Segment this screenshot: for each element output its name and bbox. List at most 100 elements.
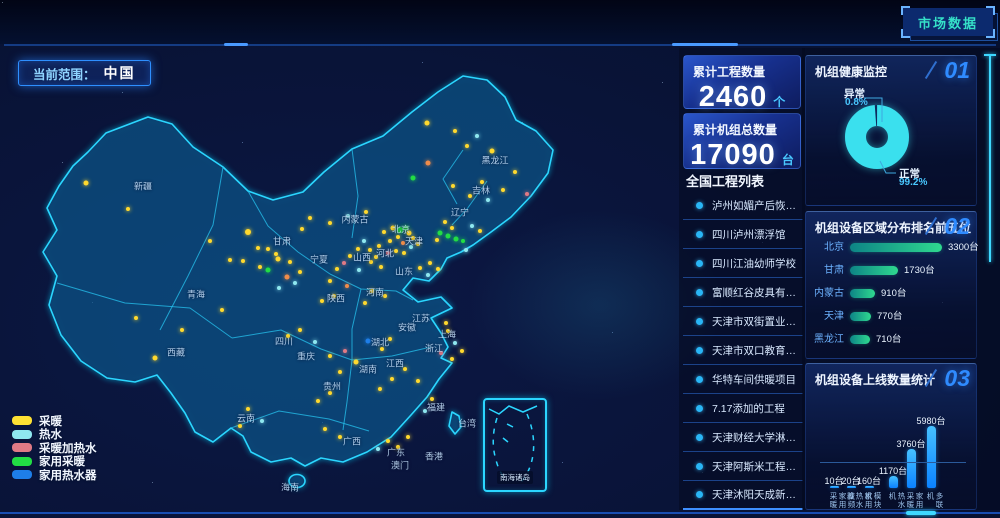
map-point[interactable] bbox=[426, 273, 430, 277]
online-bar[interactable] bbox=[906, 449, 916, 488]
project-list-item[interactable]: 天津市双口教育矫治所空气... bbox=[683, 336, 803, 365]
map-point[interactable] bbox=[298, 328, 302, 332]
map-point[interactable] bbox=[501, 188, 505, 192]
map-point[interactable] bbox=[220, 308, 224, 312]
map-point[interactable] bbox=[486, 198, 490, 202]
map-point[interactable] bbox=[364, 210, 368, 214]
map-point[interactable] bbox=[377, 244, 381, 248]
map-point[interactable] bbox=[363, 301, 367, 305]
online-bar[interactable] bbox=[829, 486, 839, 488]
map-point[interactable] bbox=[265, 267, 271, 273]
map-point[interactable] bbox=[388, 337, 392, 341]
map-point[interactable] bbox=[525, 192, 529, 196]
map-point[interactable] bbox=[362, 239, 366, 243]
map-point[interactable] bbox=[328, 391, 332, 395]
map-point[interactable] bbox=[470, 224, 474, 228]
map-point[interactable] bbox=[451, 184, 455, 188]
map-point[interactable] bbox=[424, 120, 430, 126]
map-point[interactable] bbox=[256, 246, 260, 250]
region-bar[interactable] bbox=[850, 335, 870, 344]
project-list-item[interactable]: 四川江油幼师学校 bbox=[683, 249, 803, 278]
map-point[interactable] bbox=[409, 245, 413, 249]
map-point[interactable] bbox=[369, 260, 373, 264]
map-point[interactable] bbox=[390, 377, 394, 381]
map-point[interactable] bbox=[353, 359, 359, 365]
map-point[interactable] bbox=[461, 239, 465, 243]
map-point[interactable] bbox=[397, 227, 403, 233]
map-point[interactable] bbox=[343, 349, 347, 353]
map-point[interactable] bbox=[450, 226, 454, 230]
map-point[interactable] bbox=[425, 160, 431, 166]
map-point[interactable] bbox=[445, 233, 451, 239]
map-point[interactable] bbox=[338, 370, 342, 374]
map-point[interactable] bbox=[430, 397, 434, 401]
project-list-item[interactable]: 天津财经大学淋浴项目 bbox=[683, 423, 803, 452]
map-point[interactable] bbox=[323, 427, 327, 431]
map-point[interactable] bbox=[423, 409, 427, 413]
map-point[interactable] bbox=[464, 248, 468, 252]
online-bar[interactable] bbox=[846, 486, 856, 488]
project-list-item[interactable]: 四川泸州漂浮馆 bbox=[683, 220, 803, 249]
map-point[interactable] bbox=[277, 286, 281, 290]
horizontal-scrollbar-thumb[interactable] bbox=[906, 511, 936, 515]
map-point[interactable] bbox=[480, 180, 484, 184]
online-bar[interactable] bbox=[926, 426, 936, 488]
project-list-item[interactable]: 天津市双街置业项目 bbox=[683, 307, 803, 336]
map-point[interactable] bbox=[134, 316, 138, 320]
map-point[interactable] bbox=[293, 281, 297, 285]
map-point[interactable] bbox=[275, 256, 281, 262]
map-point[interactable] bbox=[152, 355, 158, 361]
map-point[interactable] bbox=[475, 134, 479, 138]
region-bar[interactable] bbox=[850, 266, 898, 275]
map-point[interactable] bbox=[346, 214, 350, 218]
map-point[interactable] bbox=[180, 328, 184, 332]
map-point[interactable] bbox=[316, 399, 320, 403]
map-point[interactable] bbox=[437, 230, 443, 236]
map-point[interactable] bbox=[468, 194, 472, 198]
map-point[interactable] bbox=[320, 299, 324, 303]
map-point[interactable] bbox=[386, 251, 390, 255]
map-point[interactable] bbox=[328, 279, 332, 283]
map-point[interactable] bbox=[453, 129, 457, 133]
map-point[interactable] bbox=[328, 221, 332, 225]
map-point[interactable] bbox=[356, 247, 360, 251]
map-point[interactable] bbox=[403, 367, 407, 371]
map-point[interactable] bbox=[208, 239, 212, 243]
map-point[interactable] bbox=[418, 266, 422, 270]
map-point[interactable] bbox=[370, 289, 374, 293]
map-point[interactable] bbox=[368, 248, 372, 252]
project-list-item[interactable]: 华特车间供暖项目 bbox=[683, 365, 803, 394]
map-point[interactable] bbox=[345, 284, 349, 288]
project-list-item[interactable]: 7.17添加的工程 bbox=[683, 394, 803, 423]
map-point[interactable] bbox=[126, 207, 130, 211]
region-bar[interactable] bbox=[850, 243, 942, 252]
map-point[interactable] bbox=[266, 247, 270, 251]
map-point[interactable] bbox=[382, 230, 386, 234]
map-point[interactable] bbox=[245, 229, 251, 235]
map-point[interactable] bbox=[298, 270, 302, 274]
map-point[interactable] bbox=[416, 242, 420, 246]
region-bar[interactable] bbox=[850, 289, 875, 298]
map-point[interactable] bbox=[348, 254, 352, 258]
online-bar[interactable] bbox=[864, 486, 874, 488]
map-point[interactable] bbox=[383, 294, 387, 298]
map-point[interactable] bbox=[357, 268, 361, 272]
map-point[interactable] bbox=[489, 148, 495, 154]
project-list-item[interactable]: 天津阿斯米工程有限公司 bbox=[683, 452, 803, 481]
map-point[interactable] bbox=[428, 261, 432, 265]
map-point[interactable] bbox=[453, 341, 457, 345]
vertical-scrollbar[interactable] bbox=[989, 56, 991, 262]
map-point[interactable] bbox=[386, 439, 390, 443]
map-point[interactable] bbox=[246, 407, 250, 411]
map-point[interactable] bbox=[439, 351, 443, 355]
map-point[interactable] bbox=[241, 259, 245, 263]
map-point[interactable] bbox=[390, 225, 396, 231]
map-point[interactable] bbox=[379, 265, 383, 269]
map-point[interactable] bbox=[411, 236, 415, 240]
scope-selector[interactable]: 当前范围： 中国 bbox=[18, 60, 151, 86]
map-point[interactable] bbox=[403, 225, 409, 231]
map-point[interactable] bbox=[435, 238, 439, 242]
map-point[interactable] bbox=[410, 175, 416, 181]
project-list-item[interactable]: 富顺红谷皮具有限公司 bbox=[683, 278, 803, 307]
map-point[interactable] bbox=[446, 329, 450, 333]
